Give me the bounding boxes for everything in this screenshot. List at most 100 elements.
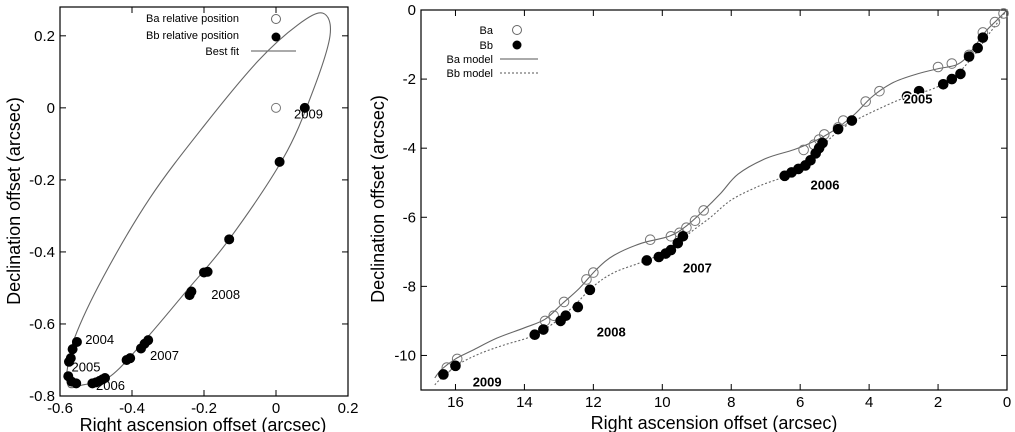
ba-point (548, 310, 560, 322)
data-layer (434, 8, 1009, 386)
tick-marks (59, 7, 349, 397)
bb-point (67, 344, 78, 355)
ba-model-curve (434, 9, 1008, 379)
x-tick-label: -0.2 (191, 400, 217, 417)
year-annotations: 2005 2006 2007 2008 2009 (471, 90, 934, 391)
ba-point (932, 61, 944, 73)
year-label: 2004 (85, 332, 114, 347)
bb-point (100, 372, 110, 383)
bb-point (64, 356, 74, 367)
x-tick-labels: -0.6 -0.4 -0.2 0 0.2 (47, 400, 358, 417)
y-tick-label: -0.4 (29, 244, 55, 261)
tick-marks (421, 9, 1008, 390)
bb-point (572, 301, 584, 313)
x-tick-label: -0.6 (47, 400, 73, 417)
x-tick-label: 8 (727, 394, 735, 411)
year-label: 2008 (211, 287, 240, 302)
legend-label-ba-relative: Ba relative position (146, 13, 239, 25)
x-tick-label: 0.2 (338, 400, 359, 417)
year-label: 2007 (683, 261, 712, 276)
sky-track-panel: 2005 2006 2007 2008 2009 16 14 12 10 8 6 4 2 0 0 -2 -4… (368, 2, 1011, 432)
y-tick-labels: 0.2 0 -0.2 -0.4 -0.6 -0.8 (29, 28, 55, 405)
y-tick-label: -0.2 (29, 172, 55, 189)
plot-frame (420, 9, 1008, 391)
bb-point (832, 123, 844, 135)
legend: Ba Bb Ba model Bb model (447, 25, 538, 80)
ba-point (581, 274, 592, 285)
data-layer (63, 12, 331, 389)
legend-label-ba: Ba (480, 25, 494, 37)
ba-point (860, 96, 871, 107)
bb-point (672, 237, 684, 249)
bb-point (450, 360, 461, 372)
x-tick-label: 0 (1003, 394, 1011, 411)
ba-point (874, 85, 885, 97)
x-tick-label: 0 (272, 400, 280, 417)
bb-point (121, 354, 132, 365)
bb-point (71, 378, 82, 389)
year-label: 2007 (150, 348, 179, 363)
y-tick-label: 0 (408, 2, 416, 19)
year-annotations: 2009 2008 2004 2007 2005 2006 (72, 107, 323, 393)
y-axis-label: Declination offset (arcsec) (4, 97, 24, 305)
ba-point (946, 58, 958, 69)
y-tick-label: 0 (47, 100, 55, 117)
bb-point (224, 234, 235, 245)
bb-point (184, 290, 195, 301)
legend-label-best-fit: Best fit (205, 46, 239, 58)
x-tick-label: 12 (585, 394, 602, 411)
year-label: 2009 (294, 107, 323, 122)
best-fit-curve (65, 12, 331, 389)
ba-point (588, 267, 599, 278)
x-tick-label: 16 (447, 394, 464, 411)
ba-point (798, 144, 809, 156)
x-axis-label: Right ascension offset (arcsec) (591, 413, 838, 432)
legend-marker-open-circle (271, 14, 281, 24)
ba-point (665, 230, 677, 242)
bb-point (946, 73, 958, 85)
x-tick-label: 10 (654, 394, 671, 411)
bb-point (199, 267, 209, 278)
bb-point (136, 343, 146, 354)
bb-point (538, 324, 549, 335)
bb-point (977, 32, 989, 43)
legend-label-bb: Bb (480, 40, 493, 52)
orbit-panel: 2009 2008 2004 2007 2005 2006 -0.6 -0.4 -0.2 0 0.… (4, 6, 358, 432)
year-label: 2006 (96, 378, 125, 393)
year-label: 2009 (473, 375, 502, 390)
y-axis-label: Declination offset (arcsec) (368, 95, 388, 303)
bb-model-curve (434, 9, 1008, 386)
year-label: 2005 (72, 360, 101, 375)
bb-point (963, 51, 975, 62)
x-axis-label: Right ascension offset (arcsec) (80, 415, 327, 432)
year-label: 2006 (811, 178, 840, 193)
y-tick-label: -4 (403, 140, 416, 157)
bb-point (955, 68, 966, 80)
y-tick-label: -2 (403, 71, 416, 88)
year-label: 2005 (904, 91, 933, 106)
bb-point (779, 170, 790, 182)
y-tick-labels: 0 -2 -4 -6 -8 -10 (394, 2, 416, 364)
y-tick-label: -0.6 (29, 316, 55, 333)
legend-marker-open-circle (512, 25, 522, 35)
bb-point (299, 102, 310, 113)
bb-point (274, 156, 285, 167)
bb-point (937, 78, 949, 90)
ba-point (539, 315, 551, 327)
legend-marker-filled-circle (512, 40, 522, 50)
year-label: 2008 (597, 324, 626, 339)
x-tick-label: -0.4 (119, 400, 145, 417)
bb-point (529, 329, 541, 341)
legend-label-ba-model: Ba model (447, 54, 493, 66)
x-tick-label: 4 (865, 394, 873, 411)
legend-label-bb-model: Bb model (447, 68, 493, 80)
ba-point (698, 205, 709, 216)
bb-point (846, 115, 858, 126)
legend: Ba relative position Bb relative positio… (146, 13, 296, 58)
y-tick-label: -6 (403, 209, 416, 226)
ba-point (644, 234, 656, 246)
bb-point (555, 315, 566, 327)
y-tick-label: 0.2 (34, 28, 55, 45)
x-tick-label: 6 (796, 394, 804, 411)
bb-point (641, 255, 653, 266)
